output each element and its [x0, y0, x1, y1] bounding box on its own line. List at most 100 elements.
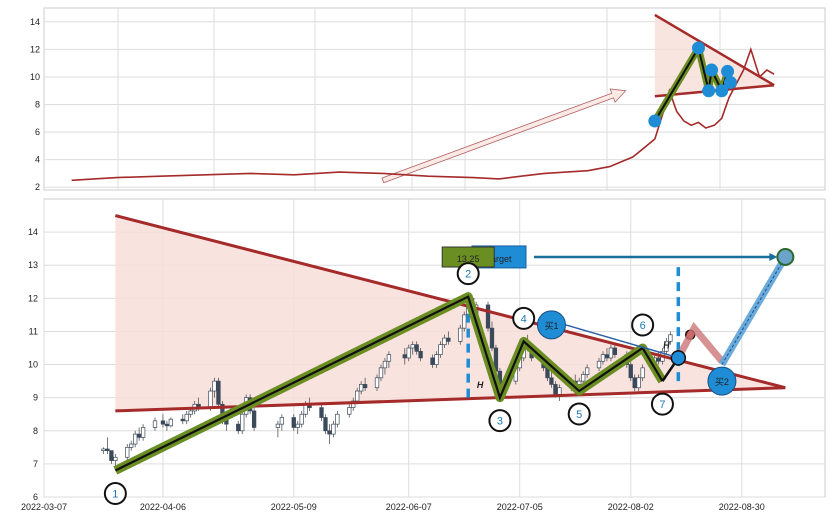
- x-tick-label: 2022-05-09: [271, 502, 317, 512]
- buy-marker-label: 买2: [715, 377, 729, 387]
- candle-body: [133, 433, 138, 445]
- pattern-point-circle: [488, 409, 512, 433]
- target-arrow-head: [769, 252, 778, 261]
- candle-body: [430, 357, 435, 365]
- x-tick-label: 2022-08-02: [608, 502, 654, 512]
- candle-body: [184, 413, 189, 422]
- overview-pattern-point: [721, 64, 735, 78]
- overview-resistance-line: [654, 13, 775, 87]
- pullback-line: [675, 321, 725, 364]
- candle-body: [109, 450, 114, 461]
- candle-body: [577, 380, 582, 385]
- candle-body: [489, 327, 495, 349]
- x-tick-label: 2022-07-05: [497, 502, 543, 512]
- price-label: 13.25: [457, 254, 480, 264]
- candle-body: [236, 423, 241, 432]
- pattern-point-label: 3: [497, 416, 503, 428]
- candle-body: [378, 367, 384, 379]
- pattern-point-circle: [456, 262, 480, 286]
- target-label: Target: [486, 254, 512, 264]
- candle-body: [208, 390, 213, 408]
- y-tick-label: 10: [28, 360, 38, 370]
- candle-body: [240, 413, 245, 432]
- candle-body: [549, 377, 554, 385]
- pattern-point-label: 7: [659, 399, 665, 411]
- overview-pattern-point: [691, 41, 705, 55]
- pattern-point-label: 5: [576, 409, 582, 421]
- buy-marker: [707, 366, 737, 396]
- candle-body: [359, 384, 364, 392]
- support-line: [115, 386, 786, 413]
- candle-body: [628, 364, 633, 379]
- y-tick-label: 14: [30, 17, 40, 27]
- candle-body: [584, 367, 590, 375]
- y-tick-label: 12: [28, 293, 38, 303]
- candle-body: [362, 384, 368, 389]
- candle-body: [323, 417, 328, 432]
- candle-body: [382, 360, 388, 369]
- candle-body: [596, 360, 602, 369]
- candle-body: [327, 430, 332, 435]
- candle-body: [581, 374, 586, 382]
- candle-body: [251, 410, 257, 428]
- pattern-point-circle: [567, 402, 591, 426]
- pattern-point-circle: [650, 392, 674, 416]
- candle-body: [656, 357, 661, 362]
- x-tick-label: 2022-03-07: [21, 502, 67, 512]
- candle-body: [331, 423, 336, 435]
- candle-body: [608, 347, 614, 359]
- candle-body: [438, 344, 443, 355]
- buy-pointer-line: [565, 324, 673, 357]
- candle-body: [299, 413, 304, 425]
- candle-body: [136, 433, 142, 438]
- projection-line-core: [721, 256, 786, 365]
- candle-body: [386, 354, 392, 362]
- pattern-point-label: 4: [521, 313, 527, 325]
- pattern-point-circle: [103, 482, 127, 506]
- candle-body: [640, 367, 645, 379]
- x-tick-label: 2022-06-07: [386, 502, 432, 512]
- candle-body: [612, 347, 618, 355]
- candle-body: [216, 380, 221, 405]
- candle-body: [664, 341, 669, 352]
- candle-body: [351, 400, 356, 408]
- candle-body: [105, 448, 110, 451]
- trend-arrow: [381, 88, 627, 184]
- candle-body: [402, 354, 407, 359]
- candle-body: [295, 423, 300, 428]
- y-tick-label: 12: [30, 44, 40, 54]
- pattern-point-label: 6: [640, 320, 646, 332]
- y-tick-label: 2: [35, 182, 40, 192]
- candle-body: [275, 423, 281, 428]
- y-tick-label: 6: [35, 127, 40, 137]
- y-tick-label: 10: [30, 72, 40, 82]
- x-tick-label: 2022-08-30: [719, 502, 765, 512]
- candle-body: [446, 337, 451, 342]
- y-tick-label: 8: [33, 426, 38, 436]
- y-tick-label: 11: [29, 326, 38, 336]
- breakout-point: [670, 350, 687, 366]
- pattern-point-label: 1: [112, 489, 118, 501]
- candle-body: [152, 420, 158, 428]
- y-tick-label: 6: [33, 492, 38, 502]
- candle-body: [140, 427, 146, 438]
- candle-body: [125, 446, 130, 458]
- candle-body: [279, 417, 285, 425]
- candle-body: [410, 344, 415, 349]
- overview-pattern-point: [715, 84, 729, 98]
- candle-body: [458, 327, 463, 342]
- candle-body: [553, 384, 558, 395]
- candle-body: [600, 354, 606, 362]
- overview-pattern-point: [705, 63, 719, 77]
- candle-body: [668, 334, 673, 342]
- candle-body: [632, 377, 637, 389]
- candle-body: [129, 443, 134, 448]
- candle-body: [319, 407, 324, 418]
- candle-body: [355, 390, 360, 402]
- candle-body: [188, 410, 193, 415]
- overview-pattern-point: [648, 114, 662, 128]
- target-point: [776, 247, 795, 266]
- candle-body: [462, 314, 467, 329]
- price-line: [71, 46, 775, 182]
